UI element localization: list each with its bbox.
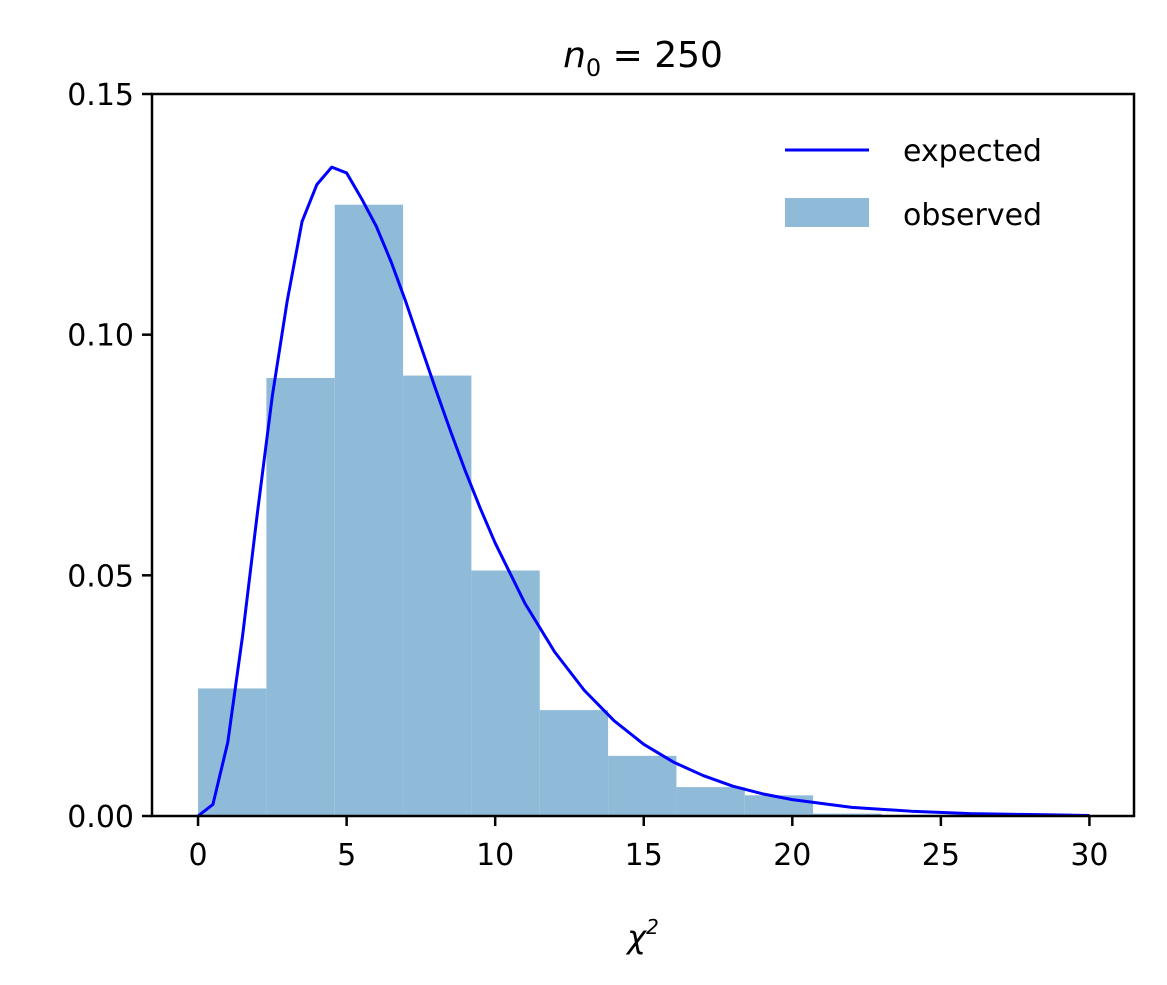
histogram-bar [608,755,677,816]
histogram-bar [266,377,335,816]
y-tick-label: 0.05 [67,559,134,594]
histogram-bar [471,570,540,816]
histogram-bar [539,710,609,816]
y-tick-label: 0.00 [67,800,134,835]
x-tick-label: 0 [189,838,208,873]
x-tick-label: 5 [337,838,356,873]
x-tick-label: 15 [625,838,663,873]
histogram-bar [403,375,472,816]
x-axis-label: χ2 [625,915,659,956]
x-axis-label-base: χ [625,918,647,956]
x-axis-label-superscript: 2 [646,915,659,939]
expected-curve [197,165,1090,818]
axis-ticks: 0 5 10 15 20 25 30 0.00 0.05 0.10 0.15 [67,78,1108,873]
x-tick-label: 20 [773,838,811,873]
chart-title: n0 = 250 [563,35,723,82]
x-tick-label: 25 [922,838,960,873]
chart-title-subscript: 0 [586,54,601,82]
histogram-bar [334,204,404,816]
legend-expected-label: expected [903,134,1042,169]
x-tick-label: 10 [476,838,514,873]
chart-title-variable: n [563,35,586,76]
legend-observed-label: observed [903,198,1042,233]
plot-area [197,165,1090,818]
y-tick-label: 0.10 [67,319,134,354]
legend-observed-swatch [785,198,869,227]
histogram-bar [676,787,745,816]
legend: expected observed [785,134,1042,233]
y-tick-label: 0.15 [67,78,134,113]
chart-title-rest: = 250 [601,35,723,76]
x-tick-label: 30 [1070,838,1108,873]
